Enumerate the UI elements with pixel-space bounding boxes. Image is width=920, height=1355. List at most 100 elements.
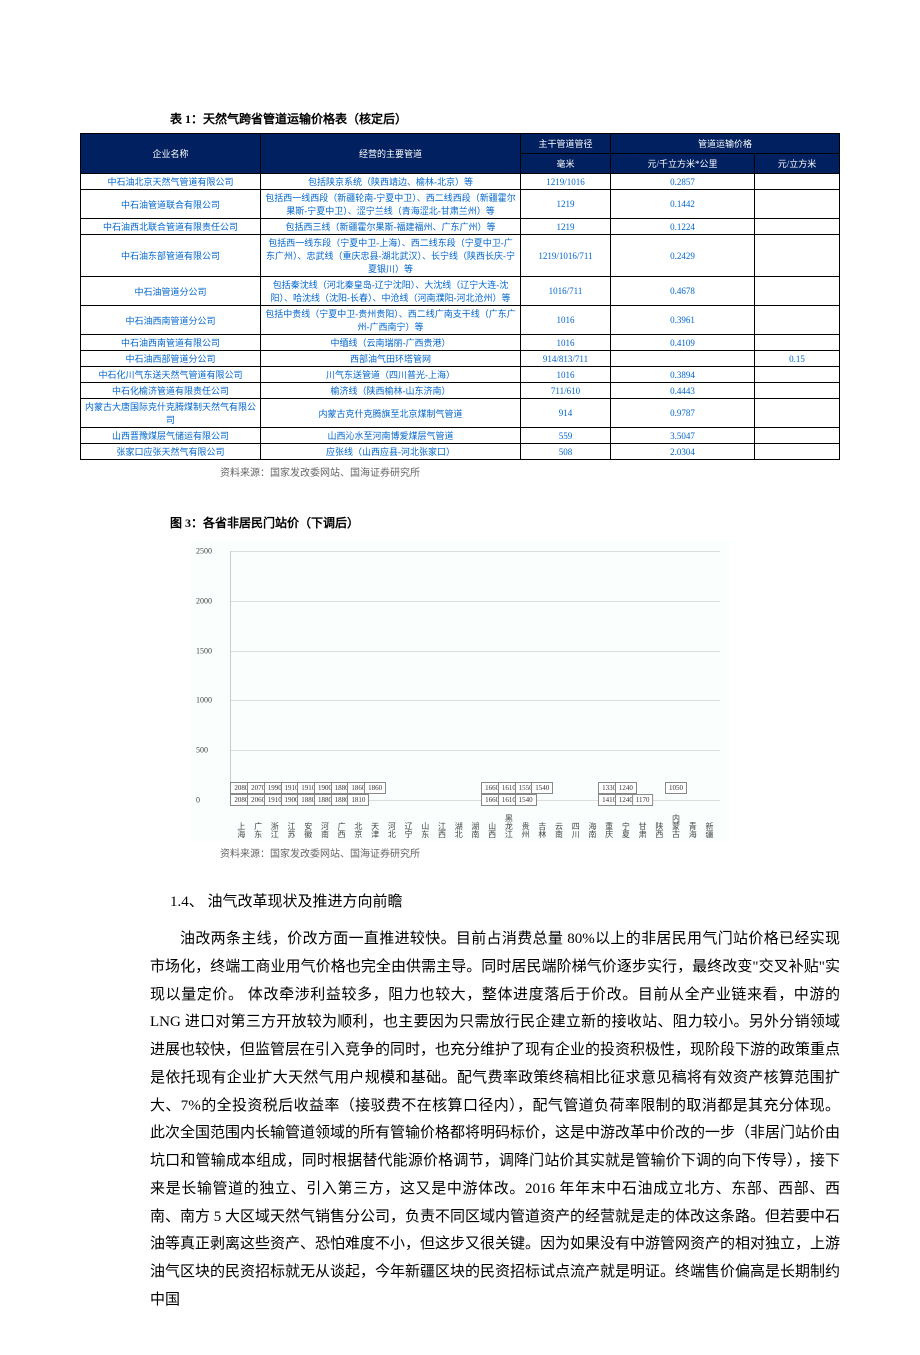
table-cell: 应张线（山西应县-河北张家口） [261,444,521,460]
th-pipeline: 经营的主要管道 [261,134,521,174]
table-row: 张家口应张天然气有限公司应张线（山西应县-河北张家口）5082.0304 [81,444,840,460]
table-cell: 包括西一线西段（新疆轮南-宁夏中卫）、西二线西段（新疆霍尔果斯-宁夏中卫）、涩宁… [261,190,521,219]
table-cell: 山西沁水至河南博爱煤层气管道 [261,428,521,444]
table-row: 内蒙古大唐国际克什克腾煤制天然气有限公司内蒙古克什克腾旗至北京煤制气管道9140… [81,399,840,428]
table-cell: 0.3961 [611,306,755,335]
x-axis-label: 湖南 [470,822,481,838]
table-row: 山西晋豫煤层气储运有限公司山西沁水至河南博爱煤层气管道5593.5047 [81,428,840,444]
x-axis-label: 重庆 [604,822,615,838]
table-cell: 914/813/711 [521,351,611,367]
table-cell: 中石化榆济管道有限责任公司 [81,383,261,399]
table-row: 中石油西部管道分公司西部油气田环塔管网914/813/711 0.15 [81,351,840,367]
x-axis-label: 内蒙古 [671,814,682,838]
table-cell: 0.9787 [611,399,755,428]
table-cell: 3.5047 [611,428,755,444]
table-row: 中石油西南管道分公司包括中贵线（宁夏中卫-贵州贵阳）、西二线广南支干线（广东广州… [81,306,840,335]
bars-container: 20802080上海20702060广东19901910浙江19101900江苏… [231,551,720,800]
table-cell [754,367,839,383]
table-cell [754,399,839,428]
table-cell: 中石油管道分公司 [81,277,261,306]
x-axis-label: 安徽 [303,822,314,838]
table-title: 表 1：天然气跨省管道运输价格表（核定后） [170,110,870,127]
x-axis-label: 天津 [370,822,381,838]
bar-value-bot: 1810 [347,794,369,806]
table-cell: 1016/711 [521,277,611,306]
x-axis-label: 北京 [353,822,364,838]
x-axis-label: 黑龙江 [503,814,514,838]
x-axis-label: 河北 [386,822,397,838]
x-axis-label: 山东 [420,822,431,838]
table-row: 中石油东部管道有限公司包括西一线东段（宁夏中卫-上海）、西二线东段（宁夏中卫-广… [81,235,840,277]
table-cell: 山西晋豫煤层气储运有限公司 [81,428,261,444]
x-axis-label: 宁夏 [620,822,631,838]
table-cell: 0.1442 [611,190,755,219]
x-axis-label: 陕西 [654,822,665,838]
table-cell: 内蒙古大唐国际克什克腾煤制天然气有限公司 [81,399,261,428]
table-cell: 1016 [521,367,611,383]
th-diameter-unit: 毫米 [521,154,611,174]
x-axis-label: 吉林 [537,822,548,838]
table-row: 中石油管道分公司包括秦沈线（河北秦皇岛-辽宁沈阳）、大沈线（辽宁大连-沈阳）、哈… [81,277,840,306]
x-axis-label: 上海 [236,822,247,838]
table-cell: 中石油西北联合管道有限责任公司 [81,219,261,235]
x-axis-label: 江苏 [286,822,297,838]
y-axis-label: 1000 [196,696,212,705]
bar-value-bot: 1540 [515,794,537,806]
table-cell: 1219 [521,219,611,235]
x-axis-label: 贵州 [520,822,531,838]
x-axis-label: 云南 [554,822,565,838]
table-cell: 包括陕京系统（陕西靖边、榆林-北京）等 [261,174,521,190]
table-row: 中石油西南管道有限公司中缅线（云南瑞丽-广西贵港）10160.4109 [81,335,840,351]
table-cell: 中石油西部管道分公司 [81,351,261,367]
table-cell: 西部油气田环塔管网 [261,351,521,367]
table-cell: 张家口应张天然气有限公司 [81,444,261,460]
table-row: 中石油西北联合管道有限责任公司包括西三线（新疆霍尔果斯-福建福州、广东广州）等1… [81,219,840,235]
table-cell: 中石油西南管道分公司 [81,306,261,335]
x-axis-label: 海南 [587,822,598,838]
x-axis-label: 江西 [436,822,447,838]
bar-value-top: 1240 [615,782,637,794]
y-axis-label: 1500 [196,646,212,655]
x-axis-label: 浙江 [269,822,280,838]
table-cell [754,219,839,235]
th-price-unit1: 元/千立方米*公里 [611,154,755,174]
chart-title: 图 3：各省非居民门站价（下调后） [170,514,870,531]
table-cell: 中石油管道联合有限公司 [81,190,261,219]
table-row: 中石化榆济管道有限责任公司榆济线（陕西榆林-山东济南）711/6100.4443 [81,383,840,399]
x-axis-label: 四川 [570,822,581,838]
table-cell [754,277,839,306]
table-cell: 0.4678 [611,277,755,306]
table-cell: 0.2429 [611,235,755,277]
x-axis-label: 河南 [319,822,330,838]
table-row: 中石化川气东送天然气管道有限公司川气东送管道（四川普光-上海）10160.389… [81,367,840,383]
table-cell: 0.15 [754,351,839,367]
table-cell: 中缅线（云南瑞丽-广西贵港） [261,335,521,351]
table-cell: 川气东送管道（四川普光-上海） [261,367,521,383]
table-source: 资料来源：国家发改委网站、国海证券研究所 [220,464,870,479]
th-company: 企业名称 [81,134,261,174]
x-axis-label: 甘肃 [637,822,648,838]
table-cell: 711/610 [521,383,611,399]
section-heading: 1.4、 油气改革现状及推进方向前瞻 [170,890,870,911]
x-axis-label: 湖北 [453,822,464,838]
bar-value-bot: 1170 [632,794,654,806]
table-cell: 中石油西南管道有限公司 [81,335,261,351]
body-text: 油改两条主线，价改方面一直推进较快。目前占消费总量 80%以上的非居民用气门站价… [150,926,840,1315]
x-axis-label: 广西 [336,822,347,838]
table-cell: 包括秦沈线（河北秦皇岛-辽宁沈阳）、大沈线（辽宁大连-沈阳）、哈沈线（沈阳-长春… [261,277,521,306]
table-cell: 0.2857 [611,174,755,190]
chart-container: 20802080上海20702060广东19901910浙江19101900江苏… [190,541,730,841]
table-cell: 1016 [521,306,611,335]
price-table: 企业名称 经营的主要管道 主干管道管径 管道运输价格 毫米 元/千立方米*公里 … [80,133,840,460]
x-axis-label: 青海 [687,822,698,838]
table-cell [611,351,755,367]
bar-value-top: 1860 [364,782,386,794]
y-axis-label: 500 [196,746,208,755]
table-cell: 中石油东部管道有限公司 [81,235,261,277]
table-cell: 0.4109 [611,335,755,351]
table-cell: 2.0304 [611,444,755,460]
chart-grid: 20802080上海20702060广东19901910浙江19101900江苏… [230,551,720,801]
chart-source: 资料来源：国家发改委网站、国海证券研究所 [220,845,870,860]
x-axis-label: 新疆 [704,822,715,838]
table-cell: 0.3894 [611,367,755,383]
